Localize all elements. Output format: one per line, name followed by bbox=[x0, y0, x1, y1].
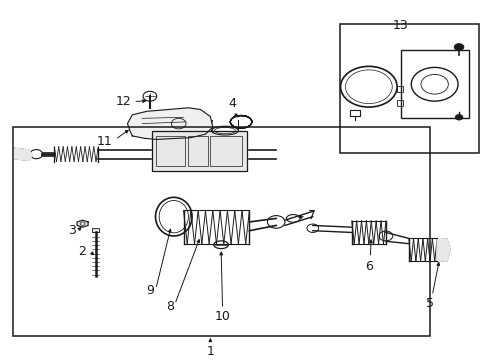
Polygon shape bbox=[14, 148, 32, 161]
Bar bbox=[92, 228, 99, 233]
Text: 9: 9 bbox=[146, 284, 154, 297]
Bar bbox=[152, 131, 246, 171]
Text: 2: 2 bbox=[78, 245, 86, 258]
Bar bbox=[156, 136, 184, 166]
Text: 3: 3 bbox=[68, 224, 76, 237]
Polygon shape bbox=[436, 239, 449, 261]
Polygon shape bbox=[127, 108, 212, 139]
Text: 6: 6 bbox=[364, 260, 372, 273]
Text: 12: 12 bbox=[115, 95, 131, 108]
Text: 8: 8 bbox=[165, 300, 173, 313]
Bar bbox=[349, 110, 359, 116]
Text: 1: 1 bbox=[206, 345, 214, 358]
Bar bbox=[339, 23, 478, 153]
Text: 13: 13 bbox=[392, 19, 407, 32]
Text: 11: 11 bbox=[97, 135, 113, 148]
Bar bbox=[188, 136, 207, 166]
Circle shape bbox=[453, 44, 463, 50]
Bar bbox=[210, 136, 242, 166]
Text: 5: 5 bbox=[425, 297, 433, 310]
Text: 7: 7 bbox=[307, 209, 315, 222]
Bar bbox=[396, 86, 402, 92]
Text: 10: 10 bbox=[214, 310, 230, 323]
Text: 4: 4 bbox=[228, 96, 236, 109]
Bar bbox=[396, 100, 402, 106]
Polygon shape bbox=[77, 220, 88, 227]
Bar bbox=[400, 50, 468, 118]
Bar bbox=[13, 127, 429, 336]
Polygon shape bbox=[152, 131, 246, 171]
Circle shape bbox=[454, 114, 462, 120]
